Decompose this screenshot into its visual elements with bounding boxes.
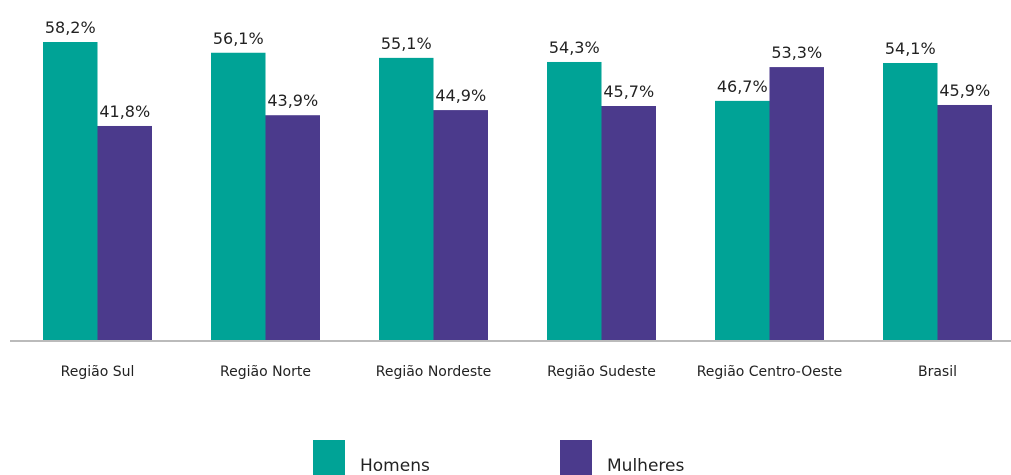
value-label: 55,1% bbox=[381, 34, 432, 53]
x-tick-label: Região Centro-Oeste bbox=[697, 364, 843, 380]
bar bbox=[769, 67, 824, 340]
legend-label: Homens bbox=[360, 456, 430, 475]
legend-swatch bbox=[560, 440, 592, 475]
value-label: 45,9% bbox=[939, 81, 990, 100]
legend-label: Mulheres bbox=[607, 456, 684, 475]
value-label: 54,1% bbox=[885, 39, 936, 58]
value-label: 46,7% bbox=[717, 77, 768, 96]
bar bbox=[433, 110, 488, 340]
value-label: 58,2% bbox=[45, 18, 96, 37]
bar bbox=[547, 61, 602, 341]
bar bbox=[211, 52, 266, 341]
bar bbox=[937, 104, 992, 341]
bar bbox=[97, 125, 152, 341]
bar bbox=[265, 115, 320, 340]
value-label: 54,3% bbox=[549, 38, 600, 57]
value-label: 53,3% bbox=[771, 43, 822, 62]
bar bbox=[601, 106, 656, 340]
value-label: 45,7% bbox=[603, 82, 654, 101]
x-tick-label: Região Norte bbox=[220, 364, 311, 380]
value-label: 41,8% bbox=[99, 102, 150, 121]
legend-swatch bbox=[313, 440, 345, 475]
bar bbox=[883, 62, 938, 340]
x-tick-label: Região Nordeste bbox=[376, 364, 492, 380]
bar bbox=[43, 42, 98, 340]
value-label: 44,9% bbox=[435, 86, 486, 105]
bar bbox=[379, 57, 434, 340]
x-tick-label: Região Sudeste bbox=[547, 364, 656, 380]
value-label: 43,9% bbox=[267, 91, 318, 110]
bar bbox=[715, 100, 770, 340]
value-label: 56,1% bbox=[213, 29, 264, 48]
x-tick-label: Brasil bbox=[918, 364, 957, 380]
x-tick-label: Região Sul bbox=[61, 364, 135, 380]
